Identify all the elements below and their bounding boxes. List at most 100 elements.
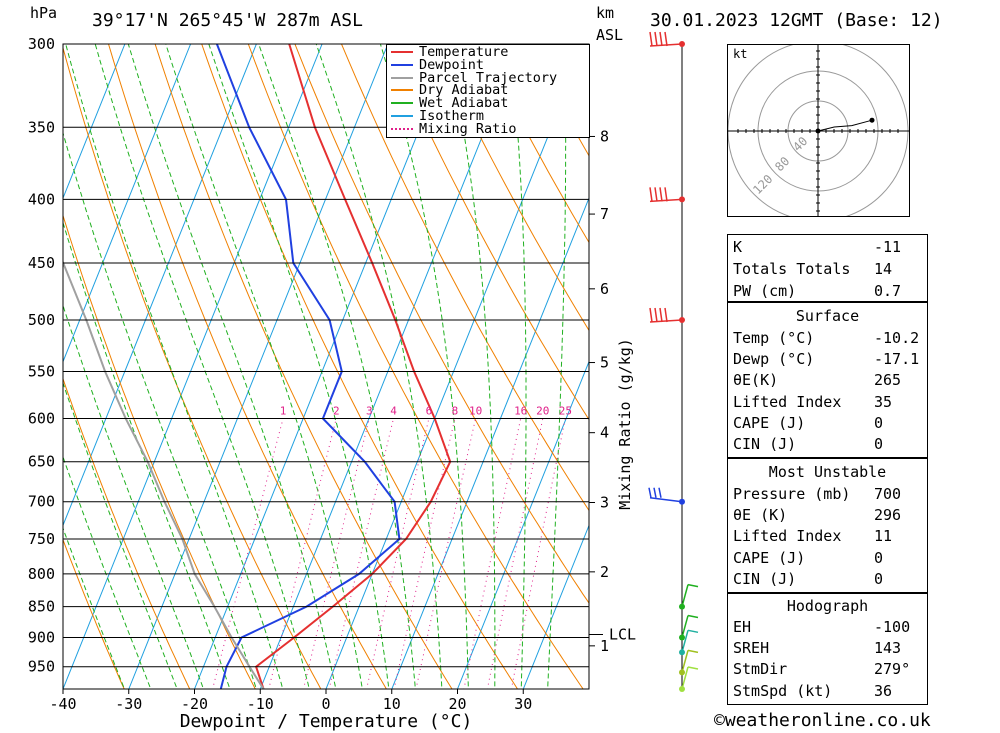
surface-li-label: Lifted Index — [733, 393, 842, 411]
hodograph-ring-label: 40 — [790, 134, 810, 154]
most-unstable-panel: Most Unstable Pressure (mb) 700 θE (K) 2… — [727, 458, 928, 593]
hodograph-end-point — [869, 117, 875, 123]
stmspd-label: StmSpd (kt) — [733, 682, 833, 700]
hodograph-trace — [817, 119, 873, 132]
x-tick-label: 10 — [383, 695, 401, 713]
asl-label: ASL — [596, 26, 624, 44]
stmdir-value: 279° — [874, 660, 911, 678]
wind-barb — [679, 629, 699, 656]
mixing-ratio-label: 6 — [426, 404, 433, 417]
series-parcel-trajectory — [63, 259, 265, 689]
pressure-tick-label: 700 — [28, 493, 55, 511]
x-tick-label: -20 — [181, 695, 208, 713]
legend-swatch — [391, 76, 413, 79]
index-pw-value: 0.7 — [874, 282, 902, 300]
wind-barb-flag — [654, 307, 658, 323]
index-k-label: K — [733, 238, 743, 256]
pressure-tick-label: 450 — [28, 254, 55, 272]
wet-adiabat-line — [63, 455, 152, 689]
wind-barb-flag — [687, 583, 699, 588]
legend-swatch — [391, 102, 413, 105]
hodograph-ring-label: 80 — [772, 154, 792, 174]
wind-barb-shaft — [681, 615, 689, 638]
surface-cape-value: 0 — [874, 414, 884, 432]
wind-barb-flag — [659, 307, 663, 323]
dry-adiabat-line — [247, 44, 584, 689]
wet-adiabat-line — [63, 381, 178, 689]
legend-label: Parcel Trajectory — [419, 69, 558, 86]
footer-credit[interactable]: ©weatheronline.co.uk — [714, 710, 931, 731]
dry-adiabat-line — [63, 538, 125, 689]
wind-barb-flag — [648, 487, 652, 498]
index-pw-label: PW (cm) — [733, 282, 797, 300]
x-tick-label: -40 — [49, 695, 76, 713]
pressure-tick-label: 800 — [28, 565, 55, 583]
legend-item: Isotherm — [391, 109, 484, 123]
km-tick-label: 6 — [600, 280, 609, 298]
wet-adiabat-line — [379, 44, 469, 689]
legend-swatch — [391, 115, 413, 117]
dry-adiabat-line — [108, 44, 387, 689]
wet-adiabat-line — [127, 44, 337, 689]
sreh-value: 143 — [874, 639, 902, 657]
wind-barb-shaft — [681, 666, 689, 690]
x-tick-label: 20 — [448, 695, 466, 713]
surface-thetae-label: θE(K) — [733, 371, 779, 389]
mixing-ratio-line — [393, 418, 456, 689]
pressure-tick-label: 900 — [28, 629, 55, 647]
x-tick-label: 0 — [321, 695, 330, 713]
surface-panel: Surface Temp (°C) -10.2 Dewp (°C) -17.1 … — [727, 302, 928, 458]
isotherm-line — [63, 44, 192, 363]
mu-cape-label: CAPE (J) — [733, 549, 806, 567]
isotherm-line — [391, 196, 589, 689]
wet-adiabat-line — [508, 44, 527, 689]
hodograph-stats-panel: Hodograph EH -100 SREH 143 StmDir 279° S… — [727, 593, 928, 705]
mixing-ratio-label: 3 — [366, 404, 373, 417]
x-axis-label: Dewpoint / Temperature (°C) — [180, 711, 473, 732]
wind-barb — [648, 487, 685, 505]
km-label: km — [596, 4, 615, 22]
chart-legend: Temperature Dewpoint Parcel Trajectory Dry … — [386, 44, 590, 138]
wet-adiabat-line — [547, 44, 567, 689]
isotherm-line — [194, 44, 455, 689]
isotherm-line — [325, 44, 586, 689]
pressure-tick-label: 850 — [28, 598, 55, 616]
wind-barb-flag — [664, 187, 668, 202]
dry-adiabat-line — [341, 44, 589, 512]
pressure-unit-label: hPa — [30, 4, 58, 22]
eh-label: EH — [733, 618, 752, 636]
wind-barb-flag — [687, 649, 699, 654]
legend-item: Parcel Trajectory — [391, 69, 558, 86]
km-tick-label: 2 — [600, 563, 609, 581]
site-link[interactable]: weatheronline.co.uk — [724, 710, 931, 731]
legend-swatch — [391, 89, 413, 92]
pressure-tick-label: 500 — [28, 311, 55, 329]
pressure-tick-label: 550 — [28, 362, 55, 380]
legend-swatch — [391, 127, 413, 130]
km-tick-label: 8 — [600, 127, 609, 145]
legend-item: Dewpoint — [391, 56, 485, 73]
dry-adiabat-line — [63, 46, 322, 689]
datetime-title: 30.01.2023 12GMT (Base: 12) — [650, 10, 943, 31]
mixing-ratio-label: 20 — [536, 404, 549, 417]
hodograph-origin-point — [815, 128, 821, 134]
x-tick-label: -10 — [247, 695, 274, 713]
wind-barb-flag — [649, 31, 653, 47]
surface-li-value: 35 — [874, 393, 893, 411]
legend-label: Wet Adiabat — [419, 95, 509, 112]
dry-adiabat-line — [154, 44, 453, 689]
surface-dewp-label: Dewp (°C) — [733, 350, 815, 368]
hodograph-stats-title: Hodograph — [786, 597, 869, 615]
wind-barb — [649, 31, 685, 47]
hodograph-ring-label: 120 — [750, 172, 775, 197]
mu-cin-label: CIN (J) — [733, 570, 797, 588]
wind-barb-flag — [649, 307, 653, 323]
wind-barb-shaft — [681, 584, 689, 607]
legend-label: Dewpoint — [419, 56, 485, 73]
legend-label: Temperature — [419, 44, 509, 60]
wind-barb-flag — [658, 487, 662, 498]
wind-barb-flag — [654, 187, 658, 202]
dry-adiabat-line — [201, 44, 518, 689]
legend-item: Dry Adiabat — [391, 84, 508, 97]
